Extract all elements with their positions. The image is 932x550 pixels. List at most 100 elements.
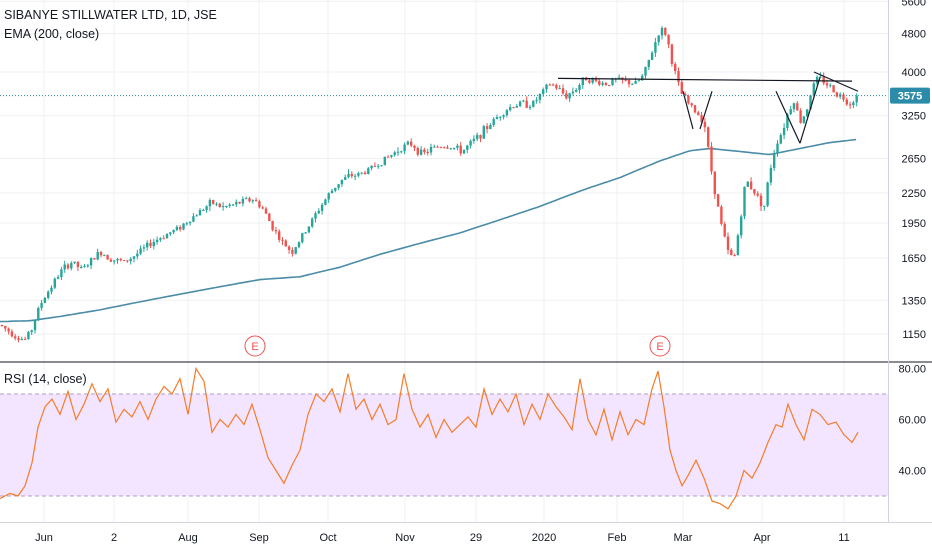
candle-up (159, 238, 162, 240)
candle-up (433, 146, 436, 148)
candle-up (169, 232, 172, 235)
candle-down (832, 85, 835, 93)
candle-up (528, 106, 532, 108)
candle-down (485, 126, 489, 129)
candle-down (594, 77, 598, 82)
candle-up (330, 190, 334, 194)
candle-up (660, 27, 664, 36)
candle-down (749, 181, 753, 190)
candle-down (7, 328, 10, 332)
candle-down (667, 34, 670, 45)
candle-down (720, 206, 723, 224)
candle-up (746, 181, 749, 187)
candle-up (657, 35, 660, 43)
candle-up (634, 81, 637, 84)
candle-up (647, 59, 650, 68)
candle-down (287, 246, 291, 250)
candle-up (228, 204, 231, 206)
candle-up (314, 213, 317, 219)
candle-up (139, 248, 142, 254)
rsi-tick-label: 80.00 (898, 364, 926, 376)
candle-up (129, 258, 132, 262)
candle-down (248, 198, 251, 202)
rsi-axis: 80.00 60.00 40.00 (898, 364, 926, 478)
candle-up (393, 152, 396, 156)
candle-up (396, 151, 400, 153)
candle-up (53, 278, 56, 288)
candle-up (152, 242, 155, 246)
candle-up (806, 109, 809, 117)
candle-down (627, 79, 631, 85)
candle-up (185, 223, 188, 225)
candle-down (66, 264, 70, 269)
candle-up (489, 125, 492, 129)
candle-up (802, 116, 806, 123)
candle-down (17, 338, 20, 340)
candle-up (86, 265, 89, 267)
earnings-marker[interactable] (649, 335, 671, 357)
candle-down (446, 147, 449, 149)
candle-up (56, 277, 60, 279)
candle-up (245, 198, 248, 200)
candle-up (637, 80, 641, 82)
earnings-marker[interactable] (244, 335, 266, 357)
candle-up (142, 247, 146, 249)
candle-down (716, 194, 720, 207)
candle-up (327, 193, 330, 200)
candle-up (344, 177, 347, 180)
price-tick-label: 1150 (902, 329, 926, 341)
candle-up (568, 93, 571, 99)
candle-up (766, 182, 769, 206)
candle-up (782, 127, 786, 136)
candle-up (340, 179, 344, 185)
candle-down (608, 85, 611, 87)
candle-down (548, 84, 551, 86)
candle-up (617, 77, 621, 79)
candle-up (654, 42, 657, 53)
candle-up (631, 83, 634, 85)
candle-down (713, 171, 716, 195)
candle-down (149, 242, 152, 246)
candle-up (80, 266, 83, 268)
candle-down (271, 221, 274, 231)
candle-up (518, 101, 522, 107)
candle-down (23, 338, 27, 340)
candle-down (848, 104, 852, 106)
candle-down (525, 100, 528, 108)
candle-down (363, 172, 367, 175)
time-tick-label: Nov (395, 532, 415, 544)
grid (0, 0, 888, 522)
candle-up (231, 204, 235, 206)
time-axis: Jun 2 Aug Sep Oct Nov 29 2020 Feb Mar Apr 11 (35, 532, 850, 544)
candle-down (707, 127, 710, 147)
candle-up (83, 266, 86, 268)
candle-up (195, 215, 198, 217)
candle-up (650, 52, 654, 60)
candle-down (687, 96, 690, 104)
candle-up (307, 226, 311, 233)
candle-down (588, 80, 591, 83)
candle-down (624, 79, 627, 81)
candle-up (611, 79, 614, 86)
candle-up (591, 77, 594, 83)
candle-up (812, 83, 815, 96)
candle-down (683, 93, 687, 97)
rsi-legend: RSI (14, close) (4, 372, 87, 386)
candle-down (835, 92, 839, 97)
candle-down (274, 230, 278, 232)
price-tick-label: 3250 (902, 111, 926, 123)
candle-up (215, 203, 218, 205)
candle-down (238, 201, 241, 204)
trendline (557, 77, 853, 82)
candle-up (40, 302, 43, 308)
price-tick-label: 5600 (902, 0, 926, 8)
candle-down (179, 226, 182, 230)
rsi-tick-label: 40.00 (898, 466, 926, 478)
candle-down (119, 259, 122, 261)
candle-up (578, 85, 581, 90)
candle-up (320, 204, 324, 211)
candle-down (664, 27, 667, 35)
last-price-label: 3575 (898, 91, 922, 103)
